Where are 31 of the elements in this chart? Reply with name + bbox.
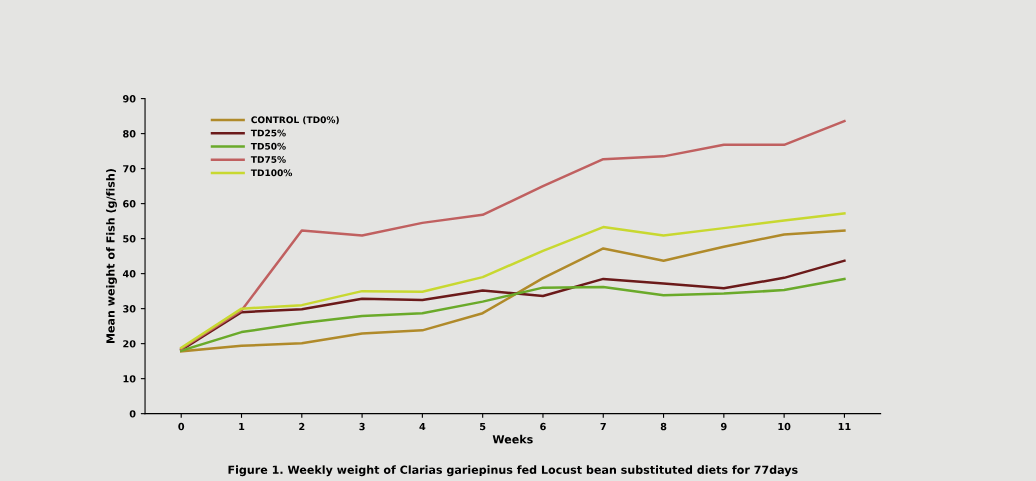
x-tick-label: 0 bbox=[178, 422, 185, 431]
x-tick-label: 6 bbox=[540, 422, 546, 431]
y-tick-label: 40 bbox=[122, 270, 136, 278]
y-tick-label: 20 bbox=[123, 340, 136, 348]
legend-label: TD75% bbox=[250, 156, 286, 163]
legend-label: TD25% bbox=[250, 129, 286, 137]
y-tick-label: 0 bbox=[129, 410, 136, 418]
x-tick-label: 1 bbox=[239, 422, 245, 431]
legend-label: CONTROL (TD0%) bbox=[251, 116, 339, 125]
line-series bbox=[179, 277, 846, 352]
x-tick-label: 5 bbox=[480, 422, 486, 431]
y-tick-label: 70 bbox=[123, 165, 136, 173]
y-axis-title: Mean weight of Fish (g/fish) bbox=[106, 169, 117, 344]
y-tick-label: 30 bbox=[123, 305, 136, 313]
x-tick-label: 10 bbox=[778, 422, 791, 431]
x-tick-label: 2 bbox=[299, 422, 305, 431]
x-tick-label: 11 bbox=[838, 422, 851, 431]
legend-label: TD50% bbox=[250, 142, 286, 150]
legend-label: TD100% bbox=[250, 169, 293, 177]
x-tick-label: 9 bbox=[720, 422, 727, 431]
x-tick-label: 4 bbox=[419, 422, 426, 431]
x-tick-label: 7 bbox=[600, 422, 606, 431]
y-tick-label: 50 bbox=[123, 235, 136, 243]
y-tick-label: 90 bbox=[122, 95, 136, 103]
y-tick-label: 80 bbox=[123, 130, 136, 138]
text: Figure 1. Weekly weight of Clarias gariepinus fed Locust bean substituted diets for 77days bbox=[228, 465, 798, 477]
x-tick-label: 8 bbox=[660, 422, 667, 431]
x-axis-title: Weeks bbox=[492, 434, 533, 444]
y-tick-label: 10 bbox=[123, 375, 136, 383]
x-tick-label: 3 bbox=[359, 422, 365, 431]
y-tick-label: 60 bbox=[123, 200, 136, 208]
